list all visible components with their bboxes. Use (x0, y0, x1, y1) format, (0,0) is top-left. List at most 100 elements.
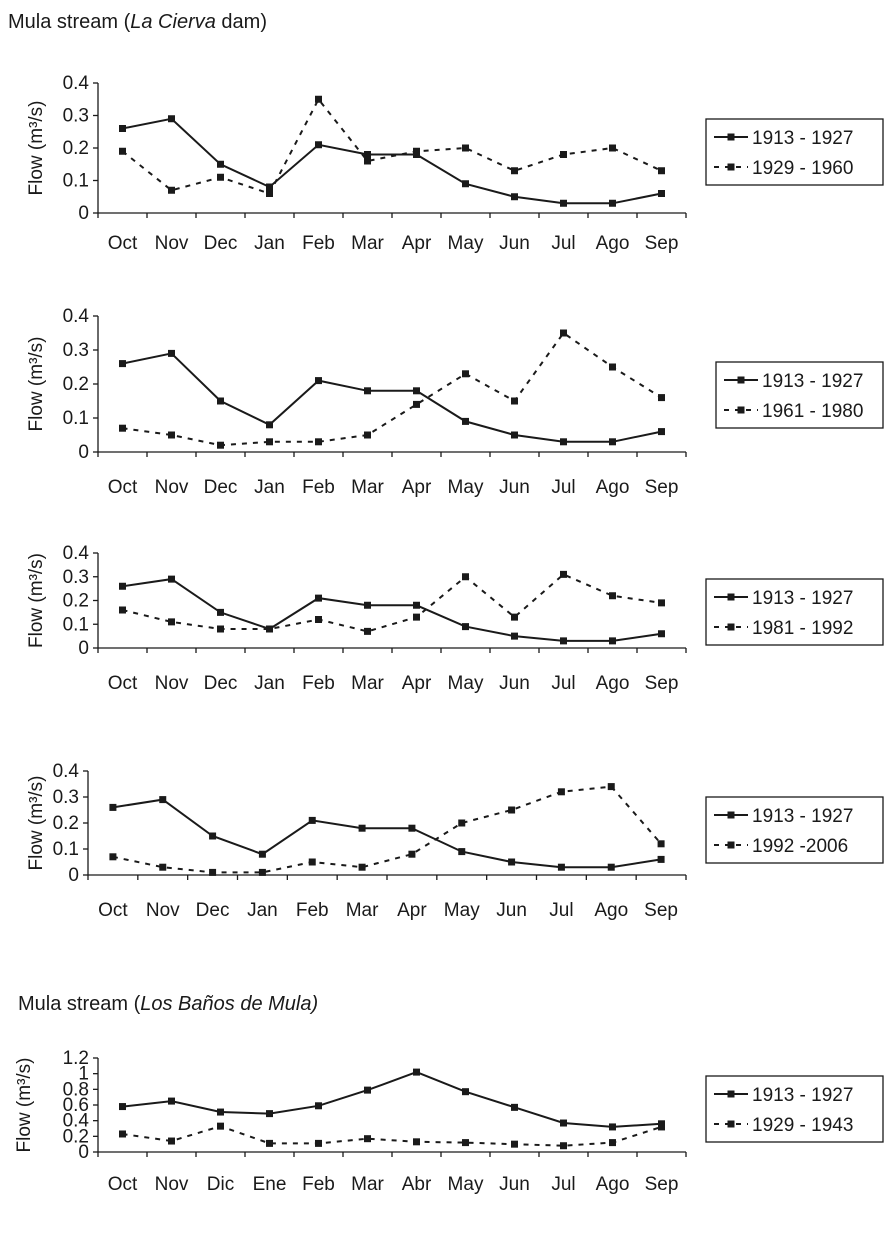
data-point (413, 387, 420, 395)
data-point (119, 360, 126, 368)
data-point (168, 349, 175, 357)
section-title-italic: La Cierva (130, 11, 216, 33)
y-tick-label: 0.3 (63, 340, 89, 361)
data-point (658, 167, 665, 175)
data-point (658, 394, 665, 402)
x-tick-label: Ago (596, 673, 630, 694)
legend-swatch-marker (737, 406, 745, 414)
data-point (413, 400, 420, 408)
x-tick-label: Feb (302, 673, 335, 694)
x-tick-label: Ago (594, 900, 628, 921)
y-tick-label: 0.4 (63, 306, 90, 327)
x-tick-label: Mar (351, 233, 384, 254)
legend-swatch-marker (727, 841, 735, 849)
legend-swatch-marker (727, 623, 735, 631)
data-point (462, 417, 469, 425)
data-point (609, 144, 616, 152)
x-tick-label: Feb (302, 1174, 335, 1195)
y-tick-label: 0.4 (63, 73, 90, 94)
y-tick-label: 0 (78, 1142, 89, 1163)
data-point (560, 570, 567, 578)
series-line (122, 117, 662, 205)
data-point (560, 151, 567, 158)
data-point (258, 868, 266, 876)
x-tick-label: May (444, 900, 480, 921)
y-tick-label: 0 (78, 638, 89, 659)
y-tick-label: 0.4 (63, 1111, 90, 1132)
data-point (358, 863, 366, 871)
x-tick-label: Ago (596, 477, 630, 498)
data-point (511, 1140, 518, 1148)
data-point (168, 1137, 175, 1145)
data-point (462, 1088, 469, 1096)
series-line (122, 1071, 662, 1128)
series-line (112, 798, 662, 869)
legend-label: 1929 - 1943 (752, 1115, 853, 1136)
y-tick-label: 1 (78, 1064, 89, 1085)
x-tick-label: Oct (108, 477, 138, 498)
x-tick-label: Ago (596, 1174, 630, 1195)
x-tick-label: Jun (496, 900, 527, 921)
legend-label: 1961 - 1980 (762, 401, 863, 422)
y-tick-label: 0.4 (53, 761, 80, 782)
data-point (315, 95, 322, 103)
x-tick-label: Apr (402, 673, 432, 694)
legend-label: 1913 - 1927 (752, 588, 853, 609)
x-tick-label: Oct (108, 1174, 138, 1195)
data-point (511, 613, 518, 621)
legend-label: 1913 - 1927 (752, 1085, 853, 1106)
legend-label: 1981 - 1992 (752, 618, 853, 639)
x-tick-label: Feb (302, 477, 335, 498)
y-axis-title: Flow (m³/s) (26, 101, 47, 196)
data-point (168, 115, 175, 123)
data-point (658, 190, 665, 197)
section-title-italic: Los Baños de Mula) (140, 993, 318, 1015)
data-point (209, 868, 217, 876)
data-point (508, 806, 516, 814)
x-tick-label: Sep (645, 233, 679, 254)
x-tick-label: Nov (155, 1174, 189, 1195)
data-point (364, 1086, 371, 1094)
data-point (308, 858, 316, 866)
x-tick-label: Apr (402, 477, 432, 498)
y-tick-label: 0.2 (63, 1126, 89, 1147)
data-point (119, 1103, 126, 1111)
y-axis-title: Flow (m³/s) (26, 337, 47, 432)
x-tick-label: Jul (549, 900, 573, 921)
y-tick-label: 0.2 (63, 591, 89, 612)
data-point (658, 428, 665, 436)
section-title-part: dam) (216, 11, 267, 33)
data-point (607, 863, 615, 871)
data-point (657, 840, 665, 848)
y-tick-label: 0.3 (63, 567, 89, 588)
y-tick-label: 0 (68, 865, 79, 886)
data-point (557, 788, 565, 796)
legend-box (705, 796, 884, 864)
data-point (609, 363, 616, 371)
x-tick-label: Jul (551, 1174, 575, 1195)
data-point (315, 1139, 322, 1147)
y-tick-label: 0.1 (53, 839, 79, 860)
data-point (266, 625, 273, 633)
x-tick-label: Dec (204, 233, 238, 254)
x-tick-label: Oct (98, 900, 128, 921)
data-point (168, 618, 175, 626)
data-point (511, 397, 518, 405)
series-line (121, 97, 662, 195)
data-point (609, 199, 616, 207)
data-point (266, 1139, 273, 1147)
data-point (315, 594, 322, 602)
data-point (266, 421, 273, 429)
y-tick-label: 0 (78, 203, 89, 224)
data-point (217, 1108, 224, 1116)
legend-swatch-marker (727, 593, 735, 601)
y-tick-label: 0.1 (63, 408, 89, 429)
data-point (109, 803, 117, 811)
legend-swatch-marker (727, 163, 735, 171)
x-tick-label: Abr (402, 1174, 432, 1195)
legend-label: 1929 - 1960 (752, 158, 853, 179)
data-point (462, 623, 469, 631)
